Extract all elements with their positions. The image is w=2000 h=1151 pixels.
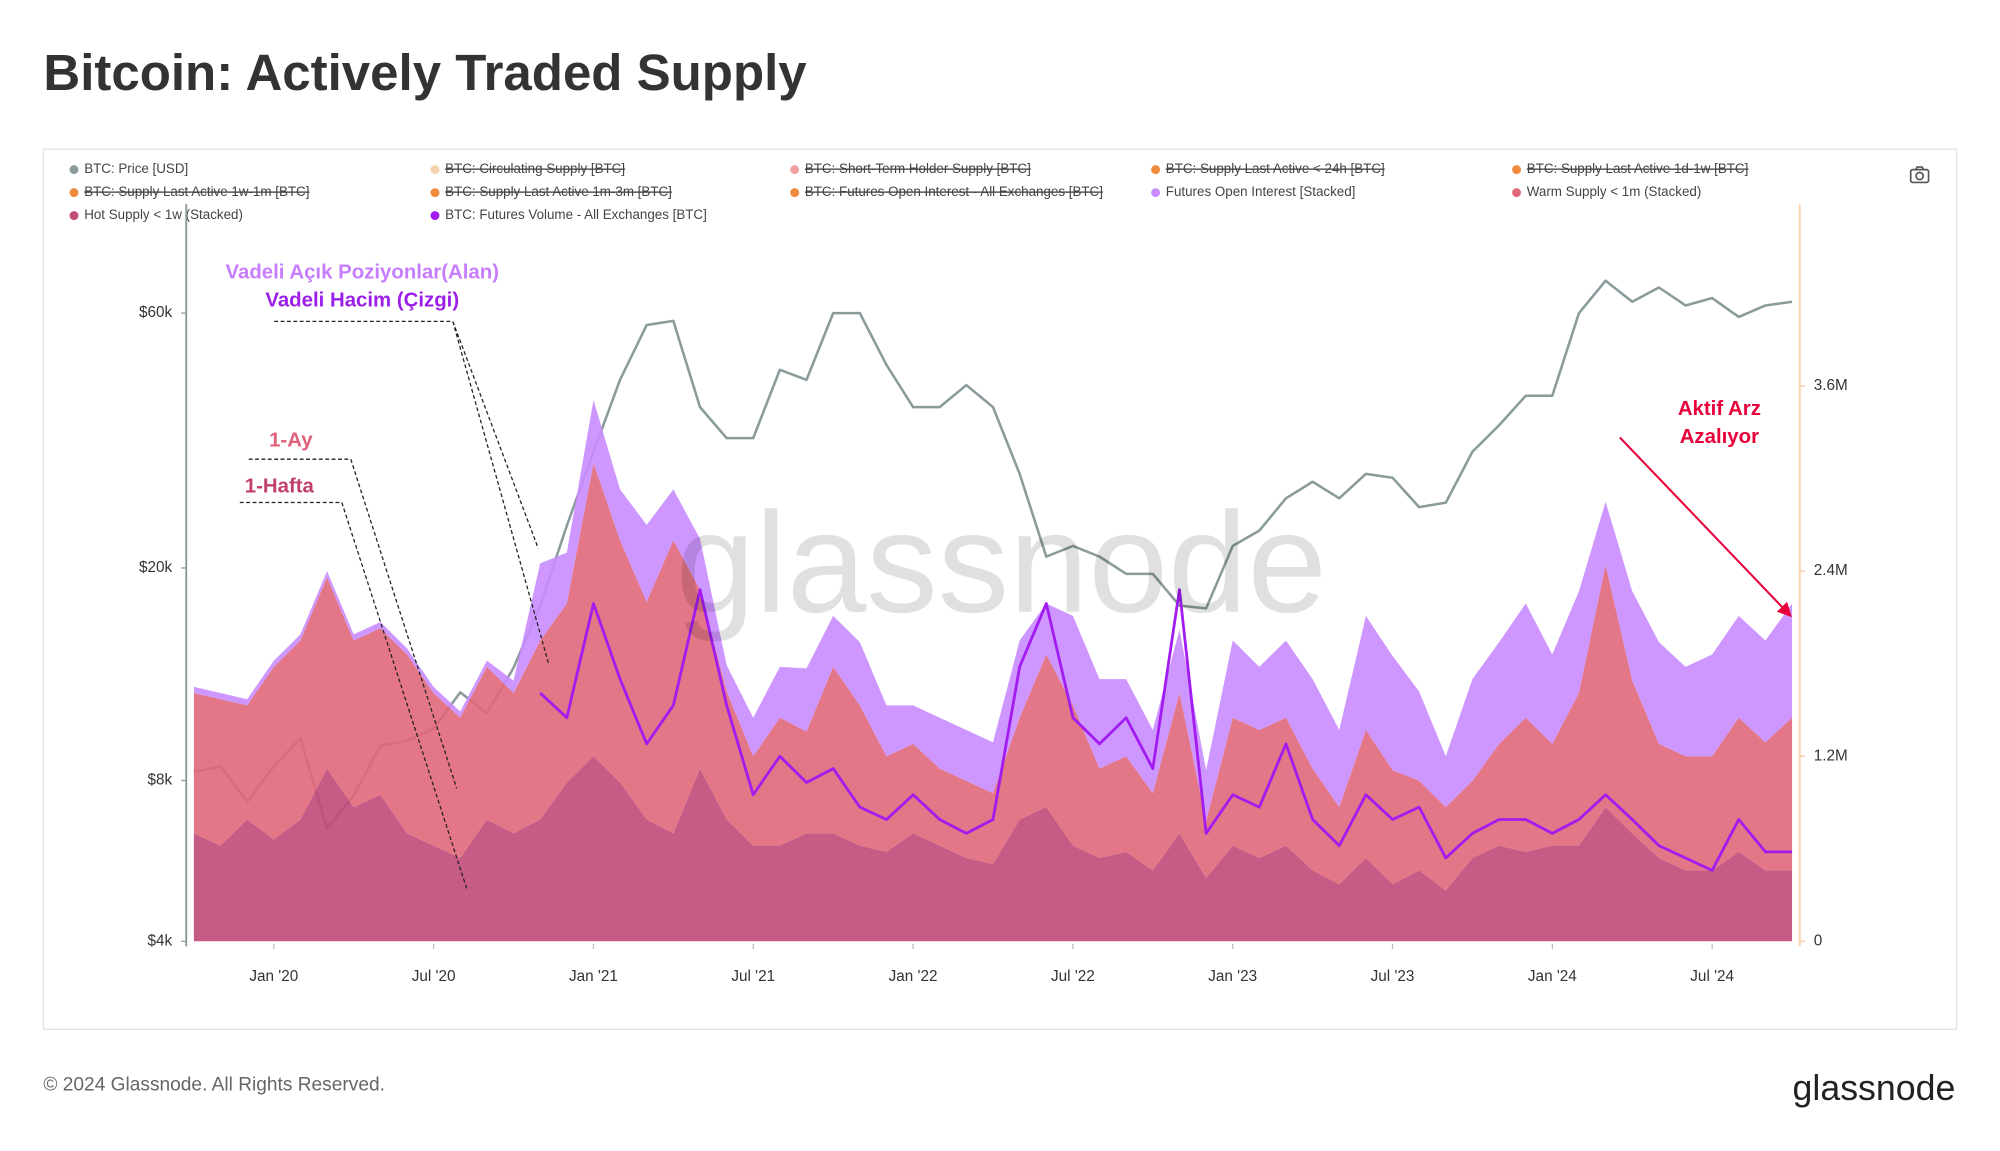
series-line xyxy=(193,279,1793,830)
legend-marker xyxy=(69,188,79,198)
legend-marker xyxy=(69,165,79,175)
legend-entry[interactable]: BTC: Short-Term Holder Supply [BTC] xyxy=(805,161,1031,176)
y2-tick-label: 0 xyxy=(1814,932,1823,949)
legend-marker xyxy=(69,211,79,221)
y-tick-label: $4k xyxy=(148,932,173,949)
x-tick-label: Jan '23 xyxy=(1208,968,1257,985)
legend-entry[interactable]: BTC: Supply Last Active 1m-3m [BTC] xyxy=(445,184,672,199)
legend-marker xyxy=(430,211,440,221)
x-tick-label: Jul '23 xyxy=(1371,968,1415,985)
legend-entry[interactable]: Futures Open Interest [Stacked] xyxy=(1166,184,1356,199)
legend-marker xyxy=(1151,165,1161,175)
legend-entry[interactable]: Hot Supply < 1w (Stacked) xyxy=(84,207,243,222)
annotation: 1-Hafta xyxy=(245,476,315,498)
legend-marker xyxy=(430,188,440,198)
annotation: Vadeli Hacim (Çizgi) xyxy=(265,289,459,311)
legend-marker xyxy=(1512,188,1522,198)
stacked-area xyxy=(193,399,1793,822)
annotation: 1-Ay xyxy=(269,430,313,452)
y-tick-label: $60k xyxy=(139,304,173,321)
y2-tick-label: 3.6M xyxy=(1814,377,1848,394)
legend-marker xyxy=(1512,165,1522,175)
camera-icon[interactable] xyxy=(1909,166,1930,184)
legend-entry[interactable]: BTC: Supply Last Active 1w-1m [BTC] xyxy=(84,184,309,199)
x-tick-label: Jul '21 xyxy=(731,968,775,985)
legend-marker xyxy=(790,165,800,175)
legend-entry[interactable]: BTC: Supply Last Active 1d-1w [BTC] xyxy=(1527,161,1749,176)
x-tick-label: Jan '24 xyxy=(1528,968,1577,985)
legend-marker xyxy=(1151,188,1161,198)
y-tick-label: $8k xyxy=(148,772,173,789)
annotation: Aktif Arz xyxy=(1678,398,1761,420)
y2-tick-label: 2.4M xyxy=(1814,562,1848,579)
x-tick-label: Jan '22 xyxy=(889,968,938,985)
plot: BTC: Price [USD] BTC: Circulating Supply … xyxy=(69,161,1848,985)
y-tick-label: $20k xyxy=(139,559,173,576)
leader-line xyxy=(239,501,468,890)
y2-tick-label: 1.2M xyxy=(1814,747,1848,764)
watermark: glassnode xyxy=(676,484,1327,643)
legend-entry[interactable]: BTC: Circulating Supply [BTC] xyxy=(445,161,625,176)
legend-entry[interactable]: BTC: Supply Last Active < 24h [BTC] xyxy=(1166,161,1385,176)
legend-marker xyxy=(790,188,800,198)
page-title: Bitcoin: Actively Traded Supply xyxy=(43,44,807,101)
x-tick-label: Jan '20 xyxy=(249,968,298,985)
logo: glassnode xyxy=(1793,1068,1956,1108)
annotation: Azalıyor xyxy=(1680,426,1759,448)
leader-line xyxy=(248,458,458,789)
x-tick-label: Jul '24 xyxy=(1690,968,1734,985)
legend-entry[interactable]: BTC: Futures Open Interest - All Exchang… xyxy=(805,184,1103,199)
arrow xyxy=(1619,436,1792,618)
legend-entry[interactable]: BTC: Price [USD] xyxy=(84,161,188,176)
legend-entry[interactable]: Warm Supply < 1m (Stacked) xyxy=(1527,184,1702,199)
stacked-area xyxy=(193,463,1793,891)
annotation: Vadeli Açık Poziyonlar(Alan) xyxy=(226,261,499,283)
copyright: © 2024 Glassnode. All Rights Reserved. xyxy=(43,1074,385,1095)
x-tick-label: Jan '21 xyxy=(569,968,618,985)
stacked-area xyxy=(193,756,1793,942)
legend-marker xyxy=(430,165,440,175)
x-tick-label: Jul '20 xyxy=(412,968,456,985)
legend-entry[interactable]: BTC: Futures Volume - All Exchanges [BTC… xyxy=(445,207,707,222)
x-tick-label: Jul '22 xyxy=(1051,968,1095,985)
series-line xyxy=(539,588,1793,872)
